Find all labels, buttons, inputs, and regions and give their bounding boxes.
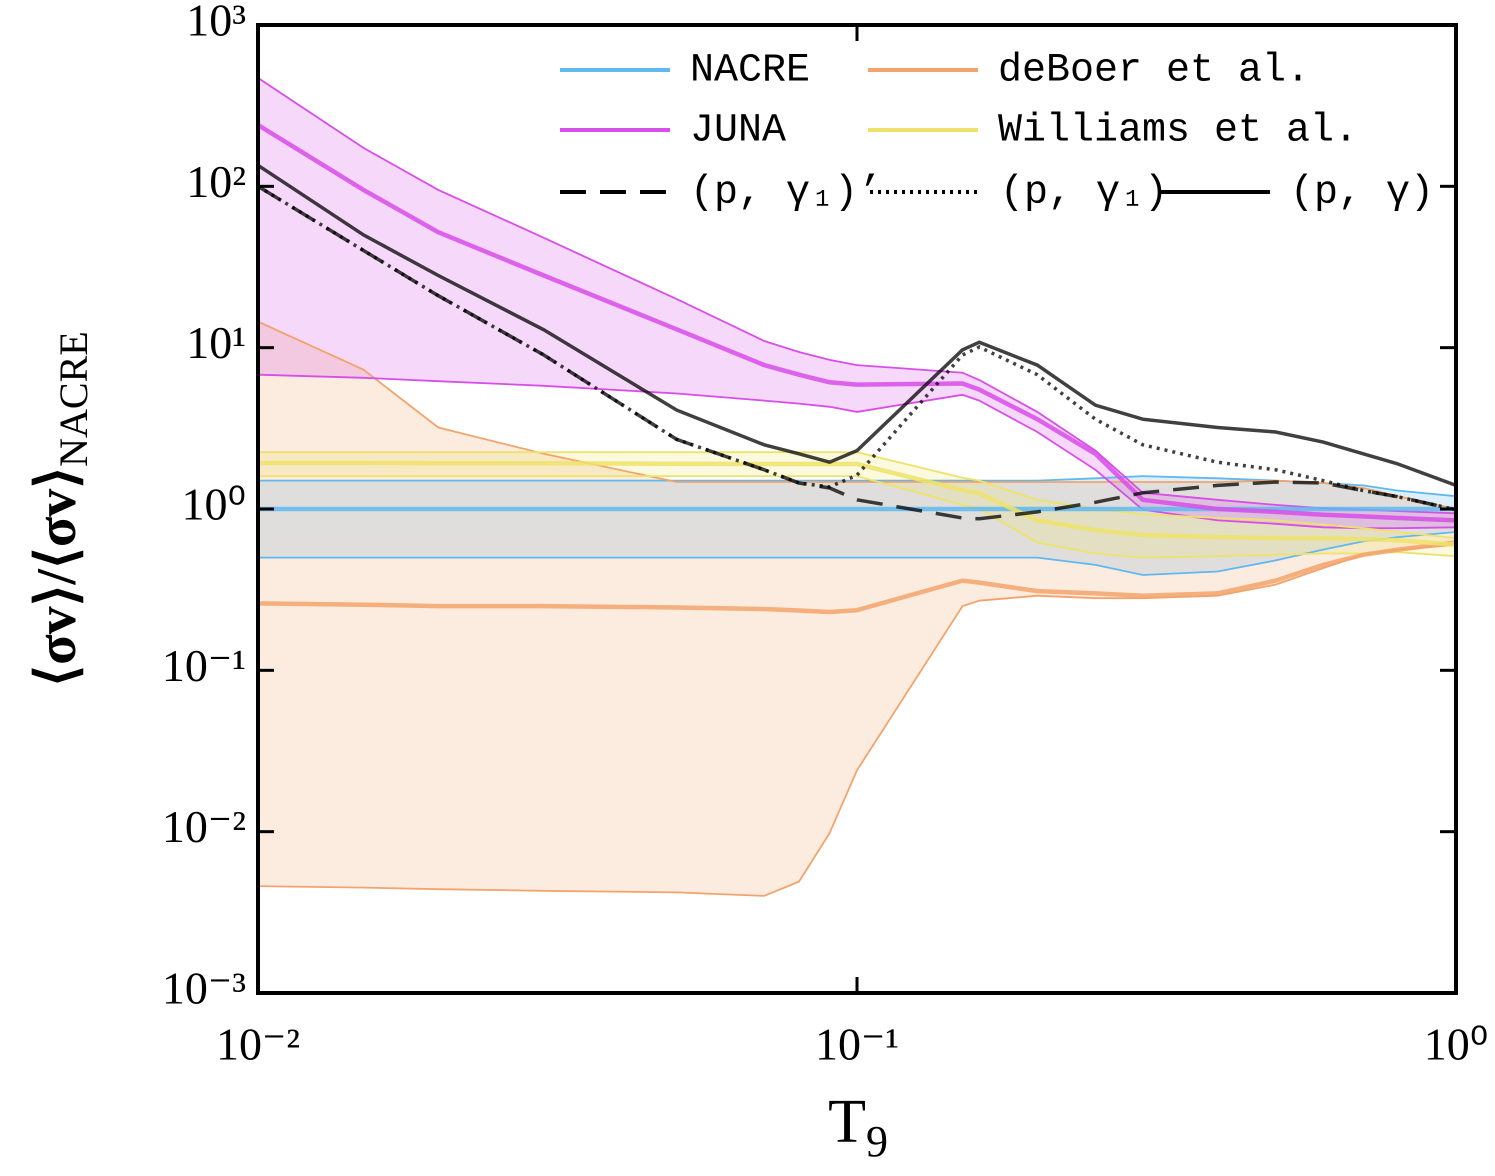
series-line [258, 184, 1456, 512]
y-tick-label: 10¹ [186, 317, 246, 368]
y-tick-label: 10³ [186, 0, 246, 46]
x-tick-label: 10⁰ [1424, 1019, 1488, 1070]
y-tick-label: 10⁻² [162, 801, 246, 852]
series-line [258, 123, 1456, 523]
y-tick-label: 10⁻¹ [162, 640, 246, 691]
legend-label: (p, γ₁)’ [690, 171, 882, 216]
legend-label: NACRE [690, 49, 810, 94]
x-label-sub: 9 [866, 1117, 888, 1166]
y-axis-label: ⟨σv⟩/⟨σv⟩NACRE [26, 331, 96, 686]
band [258, 77, 1456, 529]
band [258, 452, 1456, 558]
legend-label: JUNA [690, 109, 786, 154]
legend-label: deBoer et al. [998, 49, 1310, 94]
y-tick-label: 10⁰ [182, 479, 246, 530]
band-lower [258, 543, 1456, 897]
x-tick-label: 10⁻² [216, 1019, 300, 1070]
band-lower [258, 531, 1456, 576]
x-axis-label: T9 [828, 1088, 888, 1166]
series-line [258, 540, 1456, 615]
y-label-sub: NACRE [51, 331, 96, 467]
x-label-text: T [828, 1088, 866, 1156]
y-tick-label: 10⁻³ [162, 963, 246, 1014]
legend-label: (p, γ₁) [1000, 171, 1168, 216]
band-upper [258, 451, 1456, 539]
band-lower [258, 373, 1456, 530]
y-label-text: ⟨σv⟩/⟨σv⟩ [26, 467, 88, 687]
series-line [258, 163, 1456, 488]
y-tick-label: 10² [186, 156, 246, 207]
plot-area [258, 77, 1456, 897]
legend-label: Williams et al. [998, 109, 1358, 154]
legend-label: (p, γ) [1290, 171, 1434, 216]
series-line [258, 184, 1456, 521]
x-tick-label: 10⁻¹ [815, 1019, 899, 1070]
series-line [258, 460, 1456, 548]
